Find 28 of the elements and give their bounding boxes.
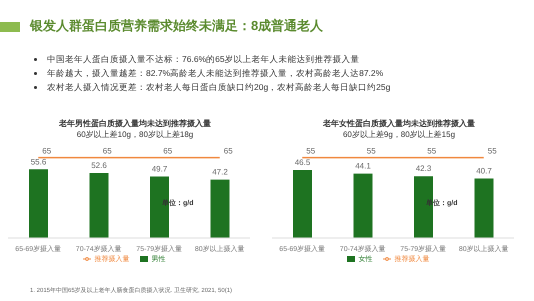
- bar: [354, 174, 372, 238]
- chart-subtitle: 60岁以上差9g，80岁以上差15g: [342, 129, 456, 140]
- chart-subtitle: 60岁以上差10g，80岁以上差18g: [76, 129, 194, 140]
- text: 农村老人摄入情况更差：农村老人每日蛋白质缺口约20g，农村高龄老人每日缺口约25g: [46, 81, 390, 94]
- text: 银发人群蛋白质营养需求始终未满足：8成普通老人: [30, 17, 324, 35]
- bar: [293, 170, 312, 238]
- data-label: 55: [366, 146, 376, 156]
- data-label: 46.5: [294, 158, 311, 168]
- data-label: 40.7: [476, 166, 492, 176]
- data-label: 55: [488, 146, 498, 156]
- data-label: 42.3: [416, 164, 432, 174]
- text: 年龄越大，摄入量越差：82.7%高龄老人未能达到推荐摄入量，农村高龄老人达87.2%: [46, 67, 384, 80]
- data-label: 65: [163, 146, 173, 156]
- data-label: 65: [42, 146, 52, 156]
- text: 中国老年人蛋白质摄入量不达标：76.6%的65岁以上老年人未能达到推荐摄入量: [46, 53, 361, 66]
- data-label: 44.1: [355, 162, 372, 171]
- data-label: 65: [102, 146, 112, 156]
- bar: [414, 176, 433, 238]
- chart-title: 老年男性蛋白质摄入量均未达到推荐摄入量: [58, 118, 212, 129]
- chart-title: 老年女性蛋白质摄入量均未达到推荐摄入量: [322, 118, 476, 129]
- data-label: 55: [306, 146, 316, 156]
- data-label: 49.7: [152, 164, 168, 174]
- data-label: 47.2: [212, 168, 228, 177]
- data-label: 65: [224, 146, 234, 156]
- data-label: 55: [427, 146, 437, 156]
- data-label: 52.6: [91, 160, 108, 170]
- bar: [474, 178, 494, 238]
- data-label: 55.6: [30, 157, 47, 166]
